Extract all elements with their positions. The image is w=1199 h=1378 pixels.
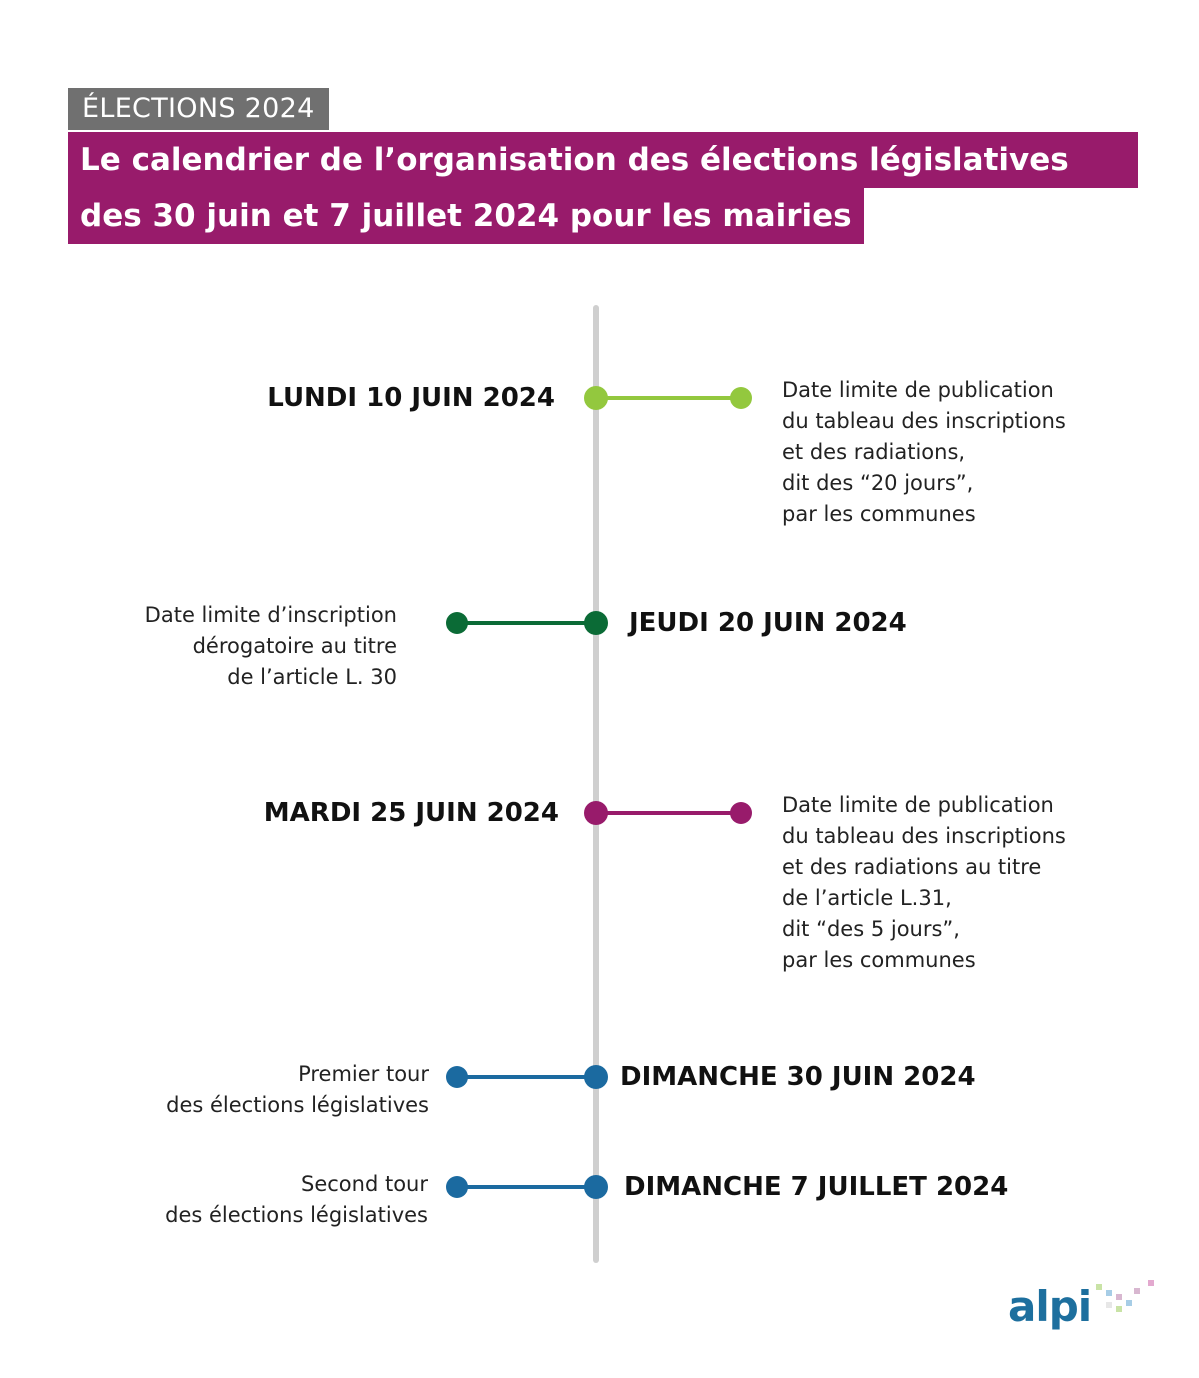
event-4-description: Premier tour des élections législatives <box>166 1059 429 1121</box>
event-5-end-dot <box>446 1176 468 1198</box>
event-3-desc-line: du tableau des inscriptions <box>782 824 1066 848</box>
event-1-desc-line: par les communes <box>782 502 976 526</box>
event-2-desc-line: de l’article L. 30 <box>227 665 397 689</box>
event-4-date: DIMANCHE 30 JUIN 2024 <box>620 1062 976 1092</box>
event-4-desc-line: Premier tour <box>298 1062 429 1086</box>
event-5-date: DIMANCHE 7 JUILLET 2024 <box>624 1172 1009 1202</box>
logo-pixel <box>1106 1302 1112 1308</box>
logo-pixel <box>1106 1290 1112 1296</box>
event-3-date: MARDI 25 JUIN 2024 <box>263 798 559 828</box>
logo-pixel <box>1148 1280 1154 1286</box>
event-3-desc-line: Date limite de publication <box>782 793 1054 817</box>
event-2-connector <box>456 621 596 625</box>
event-3-end-dot <box>730 802 752 824</box>
event-4-connector <box>456 1075 596 1079</box>
event-5-connector <box>456 1185 596 1189</box>
event-2-axis-dot <box>584 611 608 635</box>
timeline-axis <box>593 305 599 1263</box>
event-4-end-dot <box>446 1066 468 1088</box>
event-3-axis-dot <box>584 801 608 825</box>
page-title-line-2: des 30 juin et 7 juillet 2024 pour les m… <box>68 188 864 244</box>
event-3-description: Date limite de publication du tableau de… <box>782 790 1066 976</box>
logo-pixel <box>1116 1306 1122 1312</box>
event-2-date: JEUDI 20 JUIN 2024 <box>629 608 907 638</box>
event-3-desc-line: de l’article L.31, <box>782 886 952 910</box>
event-1-axis-dot <box>584 386 608 410</box>
section-tag: ÉLECTIONS 2024 <box>68 88 329 130</box>
event-4-desc-line: des élections législatives <box>166 1093 429 1117</box>
event-5-axis-dot <box>584 1175 608 1199</box>
event-1-date: LUNDI 10 JUIN 2024 <box>267 383 555 413</box>
event-1-connector <box>596 396 741 400</box>
event-2-description: Date limite d’inscription dérogatoire au… <box>145 600 397 693</box>
event-1-desc-line: du tableau des inscriptions <box>782 409 1066 433</box>
page-title-line-1: Le calendrier de l’organisation des élec… <box>68 132 1138 188</box>
event-5-desc-line: Second tour <box>301 1172 428 1196</box>
alpi-logo: alpi <box>1008 1280 1158 1340</box>
event-3-desc-line: et des radiations au titre <box>782 855 1042 879</box>
event-1-end-dot <box>730 387 752 409</box>
event-3-desc-line: par les communes <box>782 948 976 972</box>
event-1-desc-line: dit des “20 jours”, <box>782 471 974 495</box>
event-3-desc-line: dit “des 5 jours”, <box>782 917 960 941</box>
event-1-desc-line: Date limite de publication <box>782 378 1054 402</box>
event-3-connector <box>596 811 741 815</box>
event-2-end-dot <box>446 612 468 634</box>
event-1-description: Date limite de publication du tableau de… <box>782 375 1066 530</box>
event-5-desc-line: des élections législatives <box>165 1203 428 1227</box>
logo-pixel <box>1134 1288 1140 1294</box>
event-2-desc-line: Date limite d’inscription <box>144 603 397 627</box>
event-1-desc-line: et des radiations, <box>782 440 966 464</box>
logo-pixel <box>1116 1294 1122 1300</box>
alpi-logo-text: alpi <box>1008 1282 1092 1331</box>
logo-pixel <box>1096 1284 1102 1290</box>
event-4-axis-dot <box>584 1065 608 1089</box>
logo-pixel <box>1126 1300 1132 1306</box>
event-5-description: Second tour des élections législatives <box>165 1169 428 1231</box>
event-2-desc-line: dérogatoire au titre <box>192 634 397 658</box>
